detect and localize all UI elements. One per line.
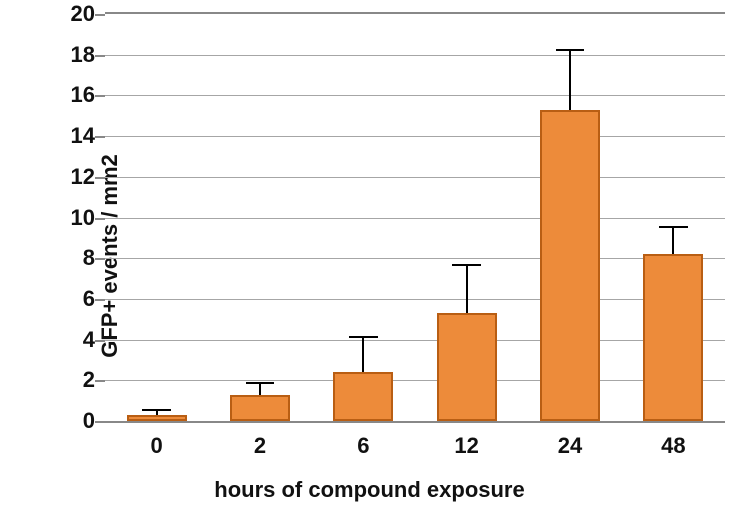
y-tick-label: 18 [71, 42, 95, 68]
error-bar [556, 49, 585, 110]
error-bar [246, 382, 275, 394]
error-bar [452, 264, 481, 313]
plot-area: 02468101214161820026122448 [105, 12, 725, 423]
gridline [105, 299, 725, 300]
y-tick-label: 6 [83, 286, 95, 312]
y-tick-mark [95, 340, 105, 342]
gridline [105, 55, 725, 56]
error-bar [659, 226, 688, 254]
x-tick-label: 2 [254, 433, 266, 459]
y-tick-mark [95, 177, 105, 179]
error-bar [142, 409, 171, 415]
y-tick-label: 4 [83, 327, 95, 353]
x-tick-label: 0 [151, 433, 163, 459]
bar [540, 110, 600, 421]
y-tick-mark [95, 258, 105, 260]
y-tick-mark [95, 14, 105, 16]
y-tick-mark [95, 421, 105, 423]
gridline [105, 380, 725, 381]
x-tick-label: 24 [558, 433, 582, 459]
y-tick-label: 2 [83, 367, 95, 393]
gridline [105, 136, 725, 137]
bar [333, 372, 393, 421]
y-tick-mark [95, 299, 105, 301]
y-tick-label: 8 [83, 245, 95, 271]
bar [127, 415, 187, 421]
y-tick-label: 0 [83, 408, 95, 434]
x-axis-label: hours of compound exposure [0, 477, 739, 503]
bar [230, 395, 290, 421]
y-tick-label: 20 [71, 1, 95, 27]
y-tick-mark [95, 55, 105, 57]
gridline [105, 95, 725, 96]
bar-chart: GFP+ events / mm2 0246810121416182002612… [0, 0, 739, 511]
bar [643, 254, 703, 421]
y-tick-mark [95, 380, 105, 382]
gridline [105, 177, 725, 178]
gridline [105, 258, 725, 259]
y-tick-mark [95, 95, 105, 97]
bar [437, 313, 497, 421]
gridline [105, 218, 725, 219]
x-tick-label: 12 [454, 433, 478, 459]
gridline [105, 340, 725, 341]
plot-inner: 02468101214161820026122448 [105, 14, 725, 421]
error-bar [349, 336, 378, 373]
y-tick-mark [95, 136, 105, 138]
y-tick-label: 16 [71, 82, 95, 108]
y-tick-mark [95, 218, 105, 220]
y-tick-label: 14 [71, 123, 95, 149]
x-tick-label: 6 [357, 433, 369, 459]
y-tick-label: 12 [71, 164, 95, 190]
x-tick-label: 48 [661, 433, 685, 459]
y-tick-label: 10 [71, 205, 95, 231]
